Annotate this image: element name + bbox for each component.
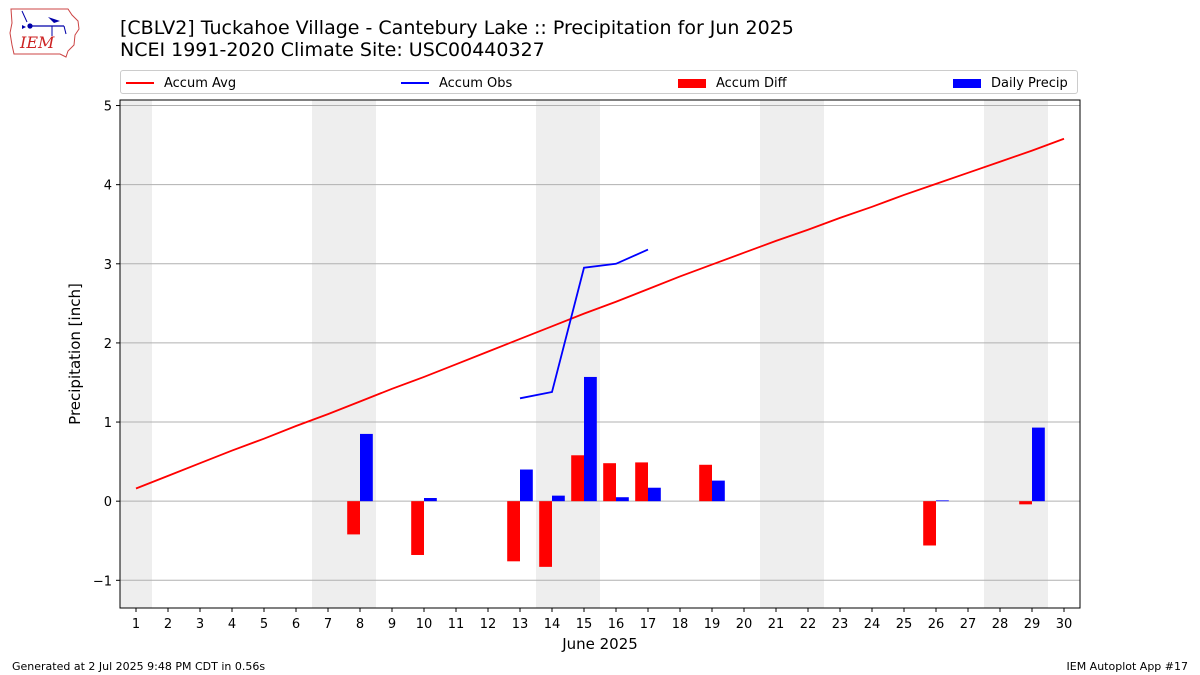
x-tick-label-25: 25 bbox=[896, 617, 913, 632]
legend-label-accum-diff: Accum Diff bbox=[716, 75, 787, 91]
bar-accum-diff-day-19 bbox=[699, 464, 712, 502]
y-tick-label-2: 2 bbox=[104, 337, 112, 352]
x-tick-label-2: 2 bbox=[164, 617, 172, 632]
bar-accum-diff-day-8 bbox=[347, 501, 360, 535]
plot-frame bbox=[119, 99, 1081, 609]
y-tick-label--1: −1 bbox=[93, 574, 112, 589]
x-tick-label-9: 9 bbox=[388, 617, 396, 632]
x-tick-label-7: 7 bbox=[324, 617, 332, 632]
bar-accum-diff-day-26 bbox=[923, 501, 936, 546]
line-accum-avg bbox=[135, 137, 1065, 490]
legend-swatch-accum-avg bbox=[126, 82, 154, 84]
legend-item-accum-avg: Accum Avg bbox=[126, 74, 236, 92]
legend-label-accum-avg: Accum Avg bbox=[164, 75, 237, 91]
weekend-shade-day-15 bbox=[568, 100, 600, 608]
bar-accum-diff-day-14 bbox=[539, 501, 552, 567]
weekend-shade-day-1 bbox=[120, 100, 152, 608]
x-axis-label: June 2025 bbox=[561, 635, 638, 653]
x-tick-label-12: 12 bbox=[480, 617, 497, 632]
legend-swatch-daily-precip bbox=[953, 78, 981, 88]
x-tick-label-6: 6 bbox=[292, 617, 300, 632]
x-tick-label-23: 23 bbox=[832, 617, 849, 632]
bar-daily-precip-day-15 bbox=[584, 376, 597, 502]
bar-accum-diff-day-16 bbox=[603, 463, 616, 502]
bar-daily-precip-day-29 bbox=[1032, 427, 1045, 502]
x-tick-label-28: 28 bbox=[992, 617, 1009, 632]
y-axis-label: Precipitation [inch] bbox=[66, 283, 84, 425]
legend-label-daily-precip: Daily Precip bbox=[991, 75, 1068, 91]
legend-item-daily-precip: Daily Precip bbox=[953, 74, 1068, 92]
y-tick-label-1: 1 bbox=[104, 416, 112, 431]
footer-app: IEM Autoplot App #17 bbox=[1066, 660, 1189, 673]
x-tick-label-1: 1 bbox=[132, 617, 140, 632]
y-tick-label-4: 4 bbox=[104, 179, 112, 194]
x-tick-label-14: 14 bbox=[544, 617, 561, 632]
x-tick-label-19: 19 bbox=[704, 617, 721, 632]
bar-daily-precip-day-10 bbox=[424, 498, 437, 502]
x-tick-label-24: 24 bbox=[864, 617, 881, 632]
weekend-shade-day-7 bbox=[312, 100, 344, 608]
weekend-shade-day-22 bbox=[792, 100, 824, 608]
line-accum-obs bbox=[519, 248, 649, 400]
bar-daily-precip-day-13 bbox=[520, 469, 533, 502]
bar-daily-precip-day-19 bbox=[712, 480, 725, 502]
bar-daily-precip-day-14 bbox=[552, 495, 565, 502]
x-tick-label-8: 8 bbox=[356, 617, 364, 632]
x-tick-label-22: 22 bbox=[800, 617, 817, 632]
x-tick-label-29: 29 bbox=[1024, 617, 1041, 632]
iem-logo: IEM bbox=[8, 5, 82, 59]
bar-accum-diff-day-15 bbox=[571, 455, 584, 502]
chart-title: [CBLV2] Tuckahoe Village - Cantebury Lak… bbox=[120, 17, 794, 39]
x-tick-label-4: 4 bbox=[228, 617, 236, 632]
bar-daily-precip-day-17 bbox=[648, 487, 661, 502]
x-tick-label-11: 11 bbox=[448, 617, 465, 632]
legend: Accum Avg Accum Obs Accum Diff Daily Pre… bbox=[120, 70, 1078, 94]
x-tick-label-26: 26 bbox=[928, 617, 945, 632]
y-tick-label-3: 3 bbox=[104, 258, 112, 273]
legend-swatch-accum-obs bbox=[401, 82, 429, 84]
x-tick-label-13: 13 bbox=[512, 617, 529, 632]
bar-accum-diff-day-10 bbox=[411, 501, 424, 555]
bar-accum-diff-day-13 bbox=[507, 501, 520, 562]
weekend-shade-day-21 bbox=[760, 100, 792, 608]
x-tick-label-21: 21 bbox=[768, 617, 785, 632]
x-tick-label-18: 18 bbox=[672, 617, 689, 632]
x-tick-label-5: 5 bbox=[260, 617, 268, 632]
y-tick-label-0: 0 bbox=[104, 495, 112, 510]
legend-swatch-accum-diff bbox=[678, 78, 706, 88]
x-tick-label-10: 10 bbox=[416, 617, 433, 632]
iem-logo-graphic: IEM bbox=[9, 8, 80, 58]
x-tick-label-27: 27 bbox=[960, 617, 977, 632]
x-tick-label-15: 15 bbox=[576, 617, 593, 632]
x-tick-label-3: 3 bbox=[196, 617, 204, 632]
y-tick-label-5: 5 bbox=[104, 100, 112, 115]
bar-daily-precip-day-26 bbox=[936, 500, 949, 502]
weekend-shade-day-29 bbox=[1016, 100, 1048, 608]
bar-accum-diff-day-29 bbox=[1019, 501, 1032, 505]
legend-label-accum-obs: Accum Obs bbox=[439, 75, 513, 91]
x-tick-label-30: 30 bbox=[1056, 617, 1073, 632]
x-tick-label-20: 20 bbox=[736, 617, 753, 632]
legend-item-accum-obs: Accum Obs bbox=[401, 74, 512, 92]
chart-subtitle: NCEI 1991-2020 Climate Site: USC00440327 bbox=[120, 39, 545, 61]
bar-daily-precip-day-16 bbox=[616, 497, 629, 502]
weekend-shade-day-28 bbox=[984, 100, 1016, 608]
x-tick-label-16: 16 bbox=[608, 617, 625, 632]
bar-daily-precip-day-8 bbox=[360, 433, 373, 502]
iem-logo-text: IEM bbox=[19, 33, 55, 52]
footer-generated: Generated at 2 Jul 2025 9:48 PM CDT in 0… bbox=[12, 660, 266, 673]
bar-accum-diff-day-17 bbox=[635, 462, 648, 502]
legend-item-accum-diff: Accum Diff bbox=[678, 74, 787, 92]
x-tick-label-17: 17 bbox=[640, 617, 657, 632]
